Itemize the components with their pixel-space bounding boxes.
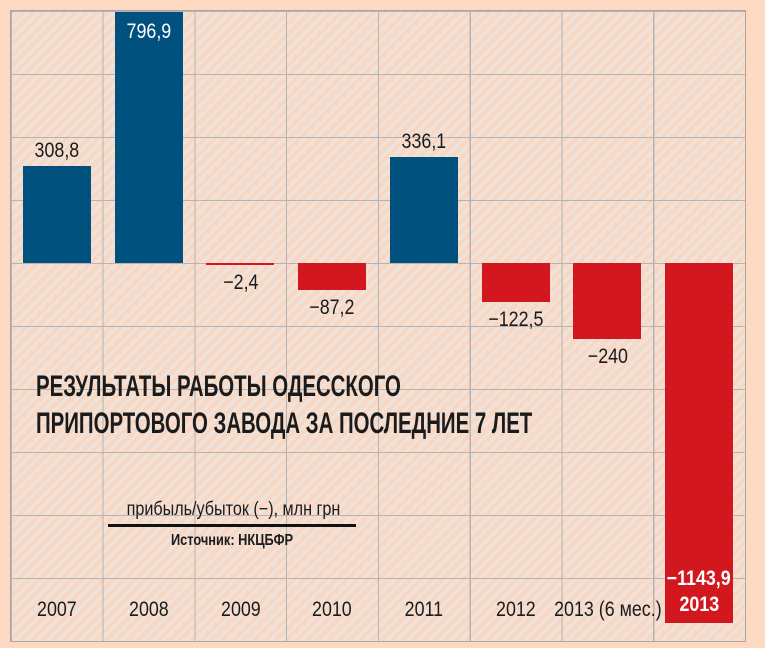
bar-2007 [22, 165, 91, 263]
year-label-2007: 2007 [37, 597, 77, 621]
bar-2011 [389, 157, 458, 263]
year-label-2013 (6 мес.): 2013 (6 мес.) [553, 597, 662, 621]
value-label-2012: −122,5 [488, 307, 544, 331]
value-label-2007: 308,8 [34, 138, 80, 162]
year-label-2010: 2010 [312, 597, 352, 621]
source-label: Источник: НКЦБФР [170, 532, 294, 549]
bar-2009 [206, 263, 275, 265]
bar-2010 [298, 263, 367, 291]
value-label-2013: −1143,9 [667, 567, 732, 591]
bar-2013 (6 мес.) [573, 263, 642, 339]
bar-2012 [481, 263, 550, 302]
chart-plot: РЕЗУЛЬТАТЫ РАБОТЫ ОДЕССКОГО ПРИПОРТОВОГО… [10, 10, 746, 642]
value-label-2008: 796,9 [126, 19, 171, 43]
year-label-2012: 2012 [495, 597, 536, 621]
chart-legend: прибыль/убыток (−), млн грн Источник: НК… [108, 499, 356, 550]
chart-title-line-1: РЕЗУЛЬТАТЫ РАБОТЫ ОДЕССКОГО [36, 370, 401, 403]
value-label-2009: −2,4 [222, 271, 258, 294]
bar-2008 [114, 11, 183, 263]
bar-2013: −1143,9 2013 [665, 263, 734, 624]
year-label-2009: 2009 [220, 597, 261, 621]
legend-underline [108, 524, 356, 527]
legend-label: прибыль/убыток (−), млн грн [126, 499, 341, 520]
chart-title-line-2: ПРИПОРТОВОГО ЗАВОДА ЗА ПОСЛЕДНИЕ 7 ЛЕТ [36, 407, 533, 440]
value-label-2013 (6 мес.): −240 [587, 344, 628, 368]
year-label-2011: 2011 [404, 597, 444, 621]
value-label-2010: −87,2 [309, 296, 355, 320]
value-label-2011: 336,1 [401, 130, 447, 154]
year-label-2013: 2013 [679, 593, 719, 617]
chart-title: РЕЗУЛЬТАТЫ РАБОТЫ ОДЕССКОГО ПРИПОРТОВОГО… [36, 368, 532, 442]
year-label-2008: 2008 [128, 597, 169, 621]
